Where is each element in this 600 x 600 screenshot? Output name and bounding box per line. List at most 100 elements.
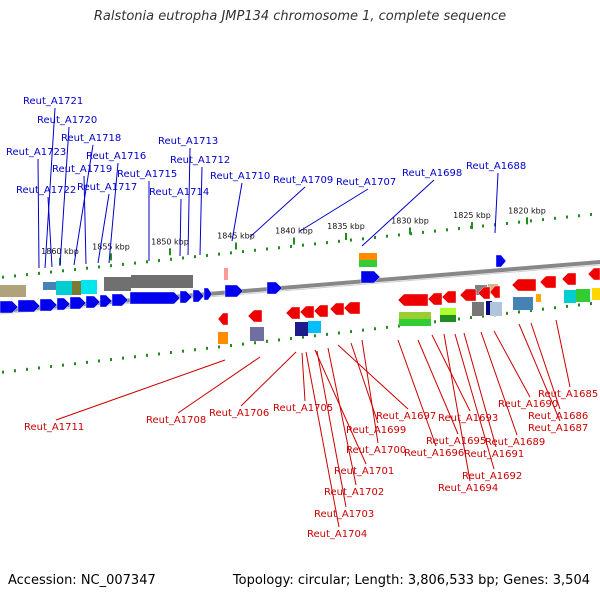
forward-gene-arrow [17, 299, 41, 313]
label-leader [299, 188, 369, 232]
gene-label: Reut_A1723 [6, 147, 66, 158]
gene-label: Reut_A1693 [438, 413, 498, 424]
gene-label: Reut_A1708 [146, 415, 206, 426]
feature-block [0, 285, 26, 297]
gene-label: Reut_A1719 [52, 164, 112, 175]
label-leader [480, 331, 518, 436]
forward-gene-arrow [203, 287, 213, 301]
gene-arrows [0, 254, 600, 326]
backbone-shadow [0, 264, 600, 315]
gene-label: Reut_A1721 [23, 96, 83, 107]
genome-summary-text: Topology: circular; Length: 3,806,533 bp… [232, 573, 590, 588]
label-leader [199, 166, 203, 256]
gene-label: Reut_A1706 [209, 408, 269, 419]
label-leader [361, 179, 435, 247]
gene-label: Reut_A1695 [426, 436, 486, 447]
label-leader [301, 352, 306, 402]
label-leader [44, 107, 56, 269]
forward-gene-arrow [360, 270, 381, 284]
reverse-gene-arrow [511, 278, 537, 292]
feature-block [104, 277, 131, 291]
feature-block [295, 322, 308, 336]
feature-block [536, 294, 541, 302]
feature-block [224, 268, 228, 280]
scale-label: 1850 kbp [151, 237, 189, 246]
feature-block [513, 297, 533, 310]
feature-block [359, 260, 377, 267]
reverse-gene-arrow [299, 305, 315, 319]
label-leader [37, 158, 40, 269]
gene-label: Reut_A1707 [336, 177, 396, 188]
reverse-gene-arrow [561, 272, 577, 286]
feature-block [399, 319, 431, 326]
forward-gene-arrow [129, 291, 181, 305]
feature-block [399, 312, 431, 319]
reverse-gene-arrow [489, 285, 501, 299]
label-leader [108, 162, 119, 264]
scale-label: 1835 kbp [327, 222, 365, 231]
scale-label: 1830 kbp [391, 216, 429, 225]
forward-gene-arrow [99, 294, 113, 308]
gene-label: Reut_A1685 [538, 389, 598, 400]
feature-block [250, 327, 264, 341]
gene-label: Reut_A1717 [77, 182, 137, 193]
label-leader [555, 319, 571, 388]
feature-block [131, 275, 193, 288]
forward-gene-arrow [39, 298, 58, 312]
reverse-gene-arrow [477, 286, 491, 300]
forward-gene-arrow [224, 284, 244, 298]
label-leader [55, 359, 226, 421]
label-leader [337, 344, 409, 410]
scale-label: 1855 kbp [92, 242, 130, 251]
feature-block [218, 332, 228, 344]
gene-label: Reut_A1712 [170, 155, 230, 166]
gene-label: Reut_A1700 [346, 445, 406, 456]
gene-label: Reut_A1686 [528, 411, 588, 422]
gene-label: Reut_A1698 [402, 168, 462, 179]
gene-label: Reut_A1704 [307, 529, 367, 540]
scale-labels: 1860 kbp 1855 kbp 1850 kbp 1845 kbp 1840 kbp… [41, 206, 546, 265]
gene-label: Reut_A1711 [24, 422, 84, 433]
forward-gene-arrow [0, 300, 19, 314]
label-leader [494, 172, 499, 234]
feature-block [440, 308, 456, 315]
label-leader [463, 332, 497, 448]
reverse-gene-arrow [285, 306, 301, 320]
reverse-gene-arrow [397, 293, 429, 307]
scale-label: 1820 kbp [508, 206, 546, 215]
gene-label: Reut_A1697 [376, 411, 436, 422]
reverse-gene-arrow [427, 292, 443, 306]
tick-rings [2, 212, 592, 374]
forward-gene-arrow [111, 293, 129, 307]
gene-label: Reut_A1722 [16, 185, 76, 196]
label-leader [443, 333, 471, 482]
gene-label: Reut_A1703 [314, 509, 374, 520]
gene-label: Reut_A1692 [462, 471, 522, 482]
feature-block [576, 289, 590, 302]
label-leader [316, 350, 347, 508]
reverse-gene-arrow [247, 309, 263, 323]
forward-gene-arrow [85, 295, 101, 309]
label-leader [47, 196, 53, 268]
gene-label: Reut_A1701 [334, 466, 394, 477]
label-leader [83, 175, 87, 265]
feature-block [81, 280, 97, 294]
gene-label: Reut_A1691 [464, 449, 524, 460]
gene-label: Reut_A1694 [438, 483, 498, 494]
gene-label: Reut_A1715 [117, 169, 177, 180]
label-leader [350, 342, 379, 424]
reverse-gene-arrow [329, 302, 345, 316]
gene-label: Reut_A1720 [37, 115, 97, 126]
scale-label: 1845 kbp [217, 232, 255, 241]
label-leader [454, 333, 495, 470]
feature-block [359, 253, 377, 260]
label-leader [493, 330, 531, 398]
scale-label: 1825 kbp [453, 211, 491, 220]
label-leader [361, 339, 379, 444]
feature-block [440, 315, 456, 322]
label-leader [305, 351, 340, 528]
gene-label: Reut_A1713 [158, 136, 218, 147]
label-leader [249, 186, 306, 238]
label-leader [179, 198, 182, 257]
